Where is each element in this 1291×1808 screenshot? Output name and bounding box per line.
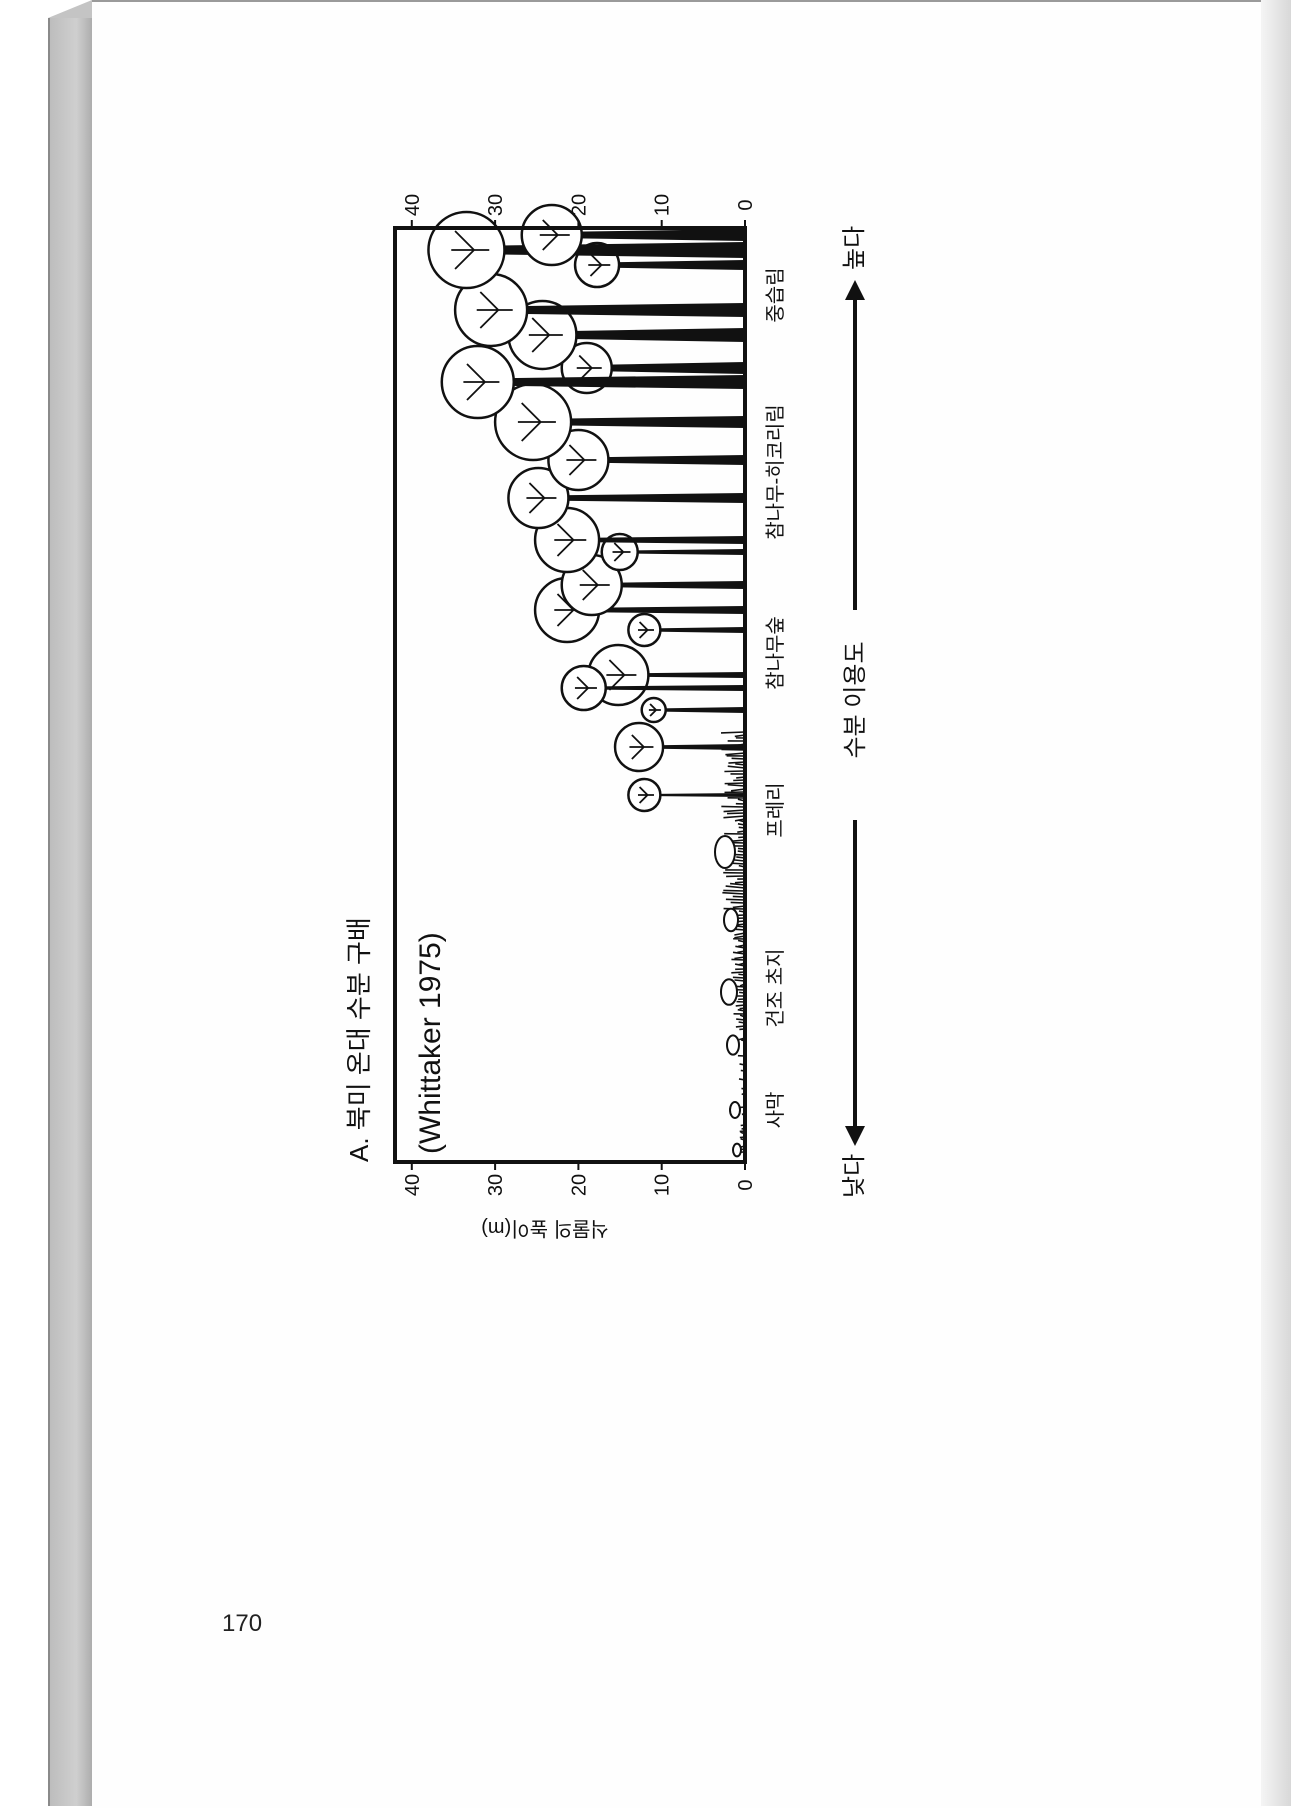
grass-blade bbox=[724, 771, 745, 772]
source-citation: (Whittaker 1975) bbox=[414, 932, 447, 1154]
grass-blade bbox=[731, 972, 745, 973]
grass-blade bbox=[731, 902, 745, 903]
grass-blade bbox=[731, 959, 745, 960]
grass-blade bbox=[722, 893, 745, 894]
y-tick-right: 40 bbox=[402, 194, 424, 216]
y-tick-left: 30 bbox=[485, 1174, 507, 1196]
y-tick-right: 0 bbox=[735, 199, 757, 210]
shrub bbox=[715, 836, 735, 868]
community-label: 중습림 bbox=[764, 267, 787, 322]
grass-blade bbox=[726, 899, 745, 900]
grass-blade bbox=[727, 813, 745, 814]
grass-blade bbox=[723, 816, 745, 818]
grass-blade bbox=[728, 785, 745, 786]
figure-title: A. 북미 온대 수분 구배 bbox=[344, 917, 374, 1162]
grass-blade bbox=[728, 766, 745, 768]
grass-blade bbox=[721, 806, 745, 807]
tree-trunk bbox=[654, 707, 745, 713]
grass-blade bbox=[726, 886, 745, 888]
low-label: 낮다 bbox=[841, 1154, 868, 1198]
grass-blade bbox=[721, 732, 745, 733]
y-tick-right: 30 bbox=[485, 194, 507, 216]
grass-blade bbox=[723, 890, 745, 891]
y-tick-right: 20 bbox=[568, 194, 590, 216]
x-axis-label: 수분 이용도 bbox=[842, 641, 869, 758]
community-label: 참나무숲 bbox=[764, 616, 787, 690]
y-tick-left: 20 bbox=[568, 1174, 590, 1196]
grass-blade bbox=[724, 810, 745, 812]
vegetation-profile bbox=[428, 205, 745, 1156]
book-spine-top bbox=[48, 0, 92, 18]
y-tick-left: 0 bbox=[735, 1179, 757, 1190]
grass-blade bbox=[725, 753, 745, 755]
grass-blade bbox=[728, 762, 745, 763]
book-spine bbox=[48, 18, 94, 1806]
moisture-gradient-figure: A. 북미 온대 수분 구배 (Whittaker 1975) 0 0 10 10 20… bbox=[330, 180, 880, 1250]
community-label: 사막 bbox=[764, 1092, 787, 1129]
tree-trunk bbox=[466, 242, 745, 258]
community-label: 참나무-히코리림 bbox=[764, 404, 787, 539]
page-edge-shadow bbox=[1261, 0, 1291, 1806]
page-number: 170 bbox=[222, 1610, 262, 1638]
high-label: 높다 bbox=[841, 226, 868, 270]
grass-blade bbox=[732, 758, 745, 759]
y-tick-left: 40 bbox=[402, 1174, 424, 1196]
community-label: 건조 초지 bbox=[764, 948, 787, 1027]
community-label: 프레리 bbox=[764, 782, 787, 837]
grass-blade bbox=[731, 789, 745, 791]
grass-blade bbox=[725, 783, 745, 784]
y-axis-label: 식물의 높이(m) bbox=[481, 1217, 609, 1240]
arrow-left-icon bbox=[845, 820, 865, 1146]
shrub bbox=[724, 909, 738, 931]
shrub bbox=[733, 1144, 741, 1157]
shrub bbox=[721, 979, 737, 1005]
grass-blade bbox=[730, 884, 745, 885]
y-tick-left: 10 bbox=[652, 1174, 674, 1196]
shrub bbox=[730, 1102, 740, 1118]
y-tick-right: 10 bbox=[652, 194, 674, 216]
arrow-right-icon bbox=[845, 280, 865, 610]
shrub bbox=[727, 1035, 739, 1054]
